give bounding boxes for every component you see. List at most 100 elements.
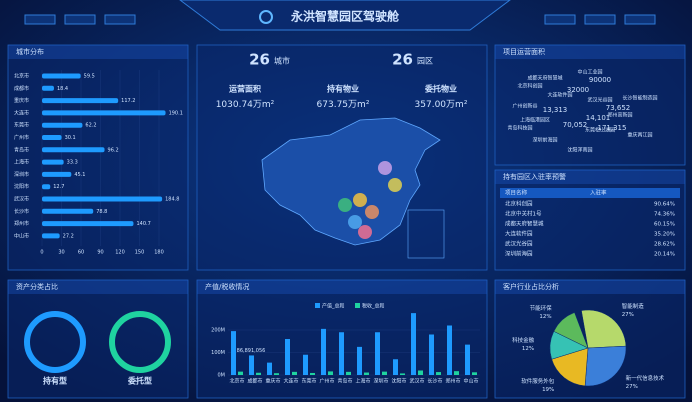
table-cell: 90.64% [654,202,675,208]
bar [454,371,459,375]
panel-title: 产值/税收情况 [205,282,249,291]
bar [42,110,166,116]
cloud-word: 北京科创园 [517,83,542,90]
y-tick-label: 成都市 [14,85,29,92]
bar [42,221,134,227]
pie-value-label: 27% [622,312,634,318]
pie-slice [584,345,627,387]
cloud-number: 14,101 [586,114,611,122]
x-tick-label: 180 [154,250,164,256]
metric-label: 委托物业 [424,84,457,94]
cloud-word: 上海临港园区 [520,117,550,124]
value-label: 59.5 [84,74,95,80]
cloud-word: 东莞松山湖园 [585,127,615,134]
nav-button[interactable] [64,14,96,25]
cloud-number: 171,315 [598,124,627,132]
bar [42,184,51,190]
x-tick-label: 深圳市 [373,378,388,385]
value-label: 33.3 [67,160,78,166]
y-tick-label: 深圳市 [14,171,29,178]
y-tick-label: 广州市 [14,134,29,141]
cloud-word: 沈阳浑南园 [567,147,592,154]
bar [42,233,60,239]
x-tick-label: 中山市 [463,378,478,385]
y-tick-label: 100M [211,350,225,356]
bar [42,73,81,79]
nav-button[interactable] [104,14,136,25]
cloud-number: 32000 [567,86,589,94]
nav-button[interactable] [544,14,576,25]
metric-unit: 万m² [446,100,468,110]
nav-button[interactable] [24,14,56,25]
map-region [358,225,372,239]
asset-ring [24,311,86,373]
value-label: 27.2 [63,233,74,239]
x-tick-label: 大连市 [283,378,298,385]
stat-value: 26 [249,51,270,69]
bar [42,147,105,153]
nav-button[interactable] [624,14,656,25]
bar [400,373,405,375]
stat-value: 26 [392,51,413,69]
bar [447,325,452,375]
y-tick-label: 沈阳市 [14,183,29,190]
cloud-word: 重庆两江园 [627,132,652,139]
panel-header [8,45,188,59]
pie-label: 科技金融 [512,336,535,344]
map-region [388,178,402,192]
panel-header [495,170,685,184]
bar [42,98,119,104]
value-label: 78.8 [96,209,107,215]
bar [256,372,261,375]
cloud-word: 长沙智能制造园 [622,95,657,102]
asset-ring [109,311,171,373]
legend-swatch [315,303,320,308]
panel-header [8,280,188,294]
nav-button[interactable] [584,14,616,25]
y-tick-label: 大连市 [14,109,29,116]
map-inset [407,209,445,259]
value-label: 45.1 [74,172,85,178]
x-tick-label: 青岛市 [337,378,352,385]
bar [472,372,477,375]
bar [42,85,54,91]
map-region [338,198,352,212]
x-tick-label: 武汉市 [409,378,424,385]
bar [285,339,290,375]
table-cell: 74.36% [654,212,675,218]
table-cell: 北京中关村1号 [505,210,542,218]
x-tick-label: 长沙市 [427,378,442,385]
metric-value: 1030.74万m² [216,100,275,110]
bar [429,334,434,375]
table-cell: 成都天府智慧城 [505,220,544,228]
bar [42,208,94,214]
table-cell-alert: 武汉光谷园 [505,240,533,248]
x-tick-label: 120 [115,250,125,256]
cloud-number: 73,652 [606,104,631,112]
stat-label: 园区 [417,57,433,66]
cloud-word: 武汉光谷园 [587,97,612,104]
x-tick-label: 上海市 [355,378,370,385]
value-label: 140.7 [136,221,150,227]
legend-label: 税收_总和 [362,303,385,310]
panel-header [495,45,685,59]
cloud-word: 深圳前海园 [532,137,557,144]
table-cell-alert: 28.62% [654,242,675,248]
y-tick-label: 重庆市 [14,97,29,104]
value-label: 184.8 [165,197,179,203]
panel [494,169,686,271]
metric-unit: 万m² [348,100,370,110]
x-tick-label: 东莞市 [301,378,316,385]
page-title: 永洪智慧园区驾驶舱 [290,9,400,24]
bar [321,328,326,375]
metric-number: 1030.74 [216,100,253,110]
metric-label: 持有物业 [327,84,359,94]
panel [7,279,189,399]
y-tick-label: 长沙市 [14,208,29,215]
bar [436,372,441,375]
panel-header [495,280,685,294]
map-region [353,193,367,207]
value-label: 30.1 [65,135,76,141]
x-tick-label: 成都市 [247,378,262,385]
